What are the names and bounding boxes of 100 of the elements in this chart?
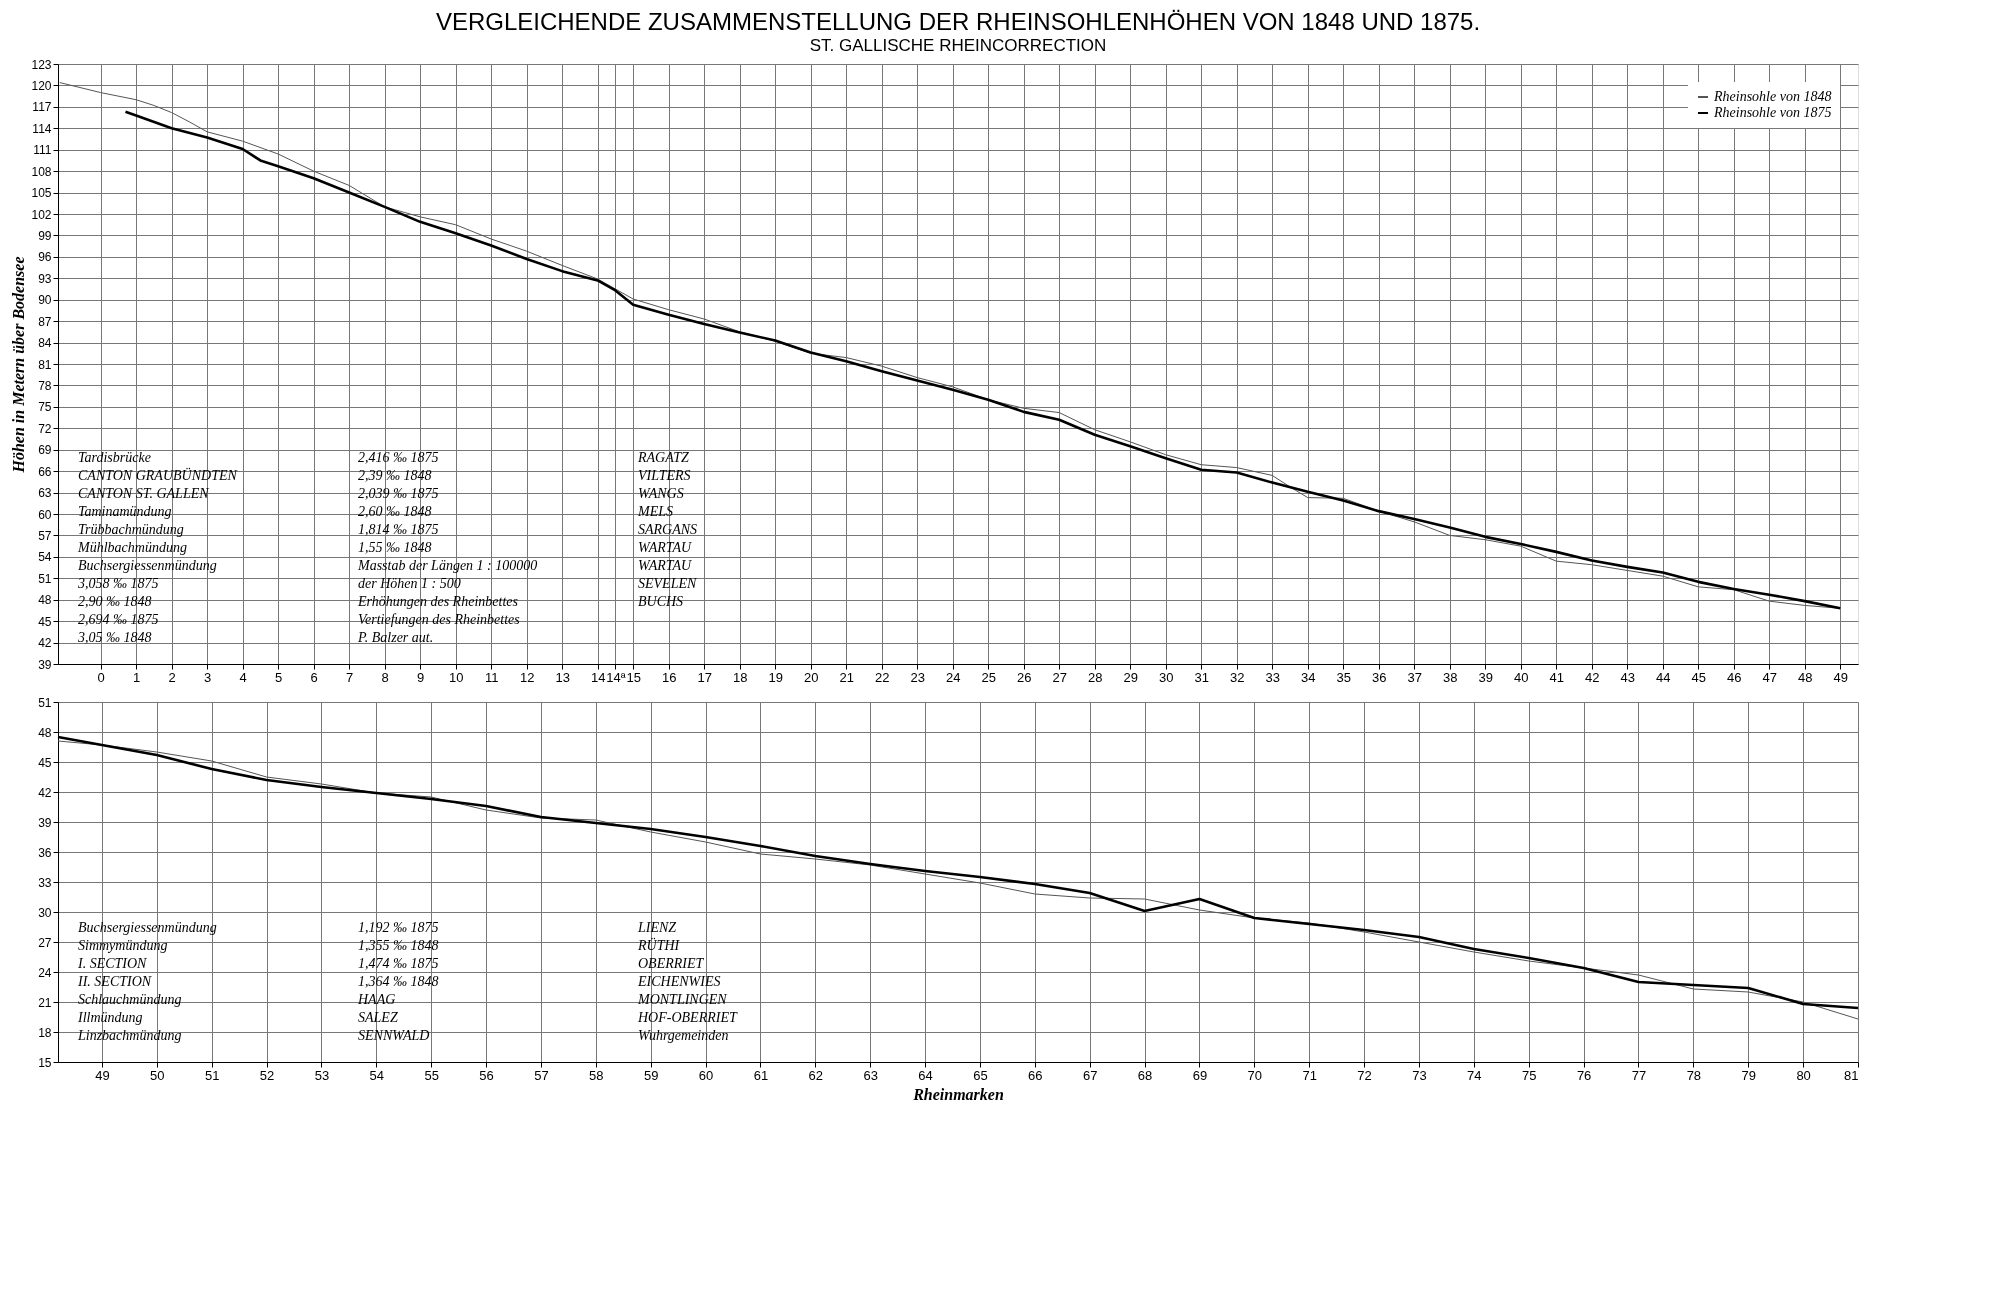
x-tick-label: 15 xyxy=(626,669,641,685)
x-tick-label: 37 xyxy=(1407,669,1422,685)
annotation: Wuhrgemeinden xyxy=(638,1028,729,1043)
x-tick-label: 75 xyxy=(1522,1067,1537,1083)
y-tick-label: 105 xyxy=(31,186,52,201)
x-tick-label: 54 xyxy=(369,1067,385,1083)
x-tick-label: 14 xyxy=(590,669,606,685)
annotation: 2,694 ‰ 1875 xyxy=(78,612,159,627)
x-tick-label: 48 xyxy=(1798,669,1813,685)
x-tick-label: 18 xyxy=(732,669,748,685)
x-tick-label: 23 xyxy=(910,669,925,685)
x-tick-label: 70 xyxy=(1247,1067,1263,1083)
x-tick-label: 61 xyxy=(753,1067,769,1083)
x-tick-label: 36 xyxy=(1371,669,1387,685)
x-tick-label: 2 xyxy=(168,669,176,685)
annotation: Simmymündung xyxy=(78,938,168,953)
annotation: SALEZ xyxy=(358,1010,398,1025)
annotation: 2,39 ‰ 1848 xyxy=(358,468,432,483)
annotation: Trübbachmündung xyxy=(78,522,184,537)
annotation: Erhöhungen des Rheinbettes xyxy=(357,594,519,609)
x-tick-label: 7 xyxy=(346,669,354,685)
x-tick-label: 76 xyxy=(1576,1067,1592,1083)
chart-subtitle: ST. GALLISCHE RHEINCORRECTION xyxy=(809,36,1107,55)
annotation: 3,058 ‰ 1875 xyxy=(77,576,159,591)
y-tick-label: 51 xyxy=(38,695,52,710)
x-tick-label: 62 xyxy=(808,1067,824,1083)
annotation: VILTERS xyxy=(638,468,691,483)
x-tick-label: 34 xyxy=(1300,669,1316,685)
x-tick-label: 8 xyxy=(381,669,389,685)
y-tick-label: 15 xyxy=(38,1055,52,1070)
x-tick-label: 6 xyxy=(310,669,318,685)
y-tick-label: 114 xyxy=(32,121,52,136)
annotation: 1,474 ‰ 1875 xyxy=(358,956,439,971)
annotation: Taminamündung xyxy=(78,504,172,519)
annotation: II. SECTION xyxy=(77,974,152,989)
annotation: 2,039 ‰ 1875 xyxy=(358,486,439,501)
x-tick-label: 46 xyxy=(1727,669,1742,685)
y-tick-label: 84 xyxy=(38,336,52,351)
y-tick-label: 42 xyxy=(38,636,52,651)
y-axis-title: Höhen in Metern über Bodensee xyxy=(10,256,28,474)
x-tick-label: 69 xyxy=(1192,1067,1208,1083)
annotation: 1,192 ‰ 1875 xyxy=(358,920,439,935)
y-tick-label: 45 xyxy=(38,614,52,629)
y-tick-label: 99 xyxy=(38,228,52,243)
annotation: Masstab der Längen 1 : 100000 xyxy=(357,558,538,573)
y-tick-label: 78 xyxy=(38,378,52,393)
x-tick-label: 51 xyxy=(204,1067,220,1083)
x-tick-label: 13 xyxy=(555,669,570,685)
x-tick-label: 11 xyxy=(484,669,499,685)
annotation: 2,90 ‰ 1848 xyxy=(78,594,152,609)
y-tick-label: 24 xyxy=(38,965,52,980)
y-tick-label: 96 xyxy=(38,250,52,265)
annotation: 1,364 ‰ 1848 xyxy=(358,974,439,989)
y-tick-label: 120 xyxy=(31,78,52,93)
x-tick-label: 16 xyxy=(661,669,677,685)
annotation: 3,05 ‰ 1848 xyxy=(77,630,152,645)
y-tick-label: 54 xyxy=(38,550,52,565)
x-tick-label: 29 xyxy=(1123,669,1138,685)
annotation: Tardisbrücke xyxy=(78,450,151,465)
x-tick-label: 47 xyxy=(1762,669,1777,685)
annotation: MELS xyxy=(637,504,673,519)
x-tick-label: 31 xyxy=(1194,669,1209,685)
x-tick-label: 79 xyxy=(1741,1067,1756,1083)
annotation: Buchsergiessenmündung xyxy=(78,558,217,573)
y-tick-label: 42 xyxy=(38,785,52,800)
annotation: SEVELEN xyxy=(638,576,697,591)
y-tick-label: 33 xyxy=(38,875,52,890)
y-tick-label: 81 xyxy=(38,357,52,372)
y-tick-label: 21 xyxy=(38,995,52,1010)
annotation: Illmündung xyxy=(77,1010,143,1025)
x-axis-title: Rheinmarken xyxy=(912,1085,1004,1103)
annotation: SARGANS xyxy=(638,522,698,537)
x-tick-label: 49 xyxy=(95,1067,110,1083)
y-tick-label: 39 xyxy=(38,657,52,672)
y-tick-label: 36 xyxy=(38,845,52,860)
annotation: BUCHS xyxy=(638,594,684,609)
x-tick-label: 42 xyxy=(1584,669,1600,685)
y-tick-label: 123 xyxy=(31,57,52,72)
x-tick-label: 55 xyxy=(424,1067,439,1083)
x-tick-label: 68 xyxy=(1137,1067,1153,1083)
x-tick-label: 3 xyxy=(204,669,212,685)
y-tick-label: 90 xyxy=(38,293,52,308)
annotation: RAGATZ xyxy=(637,450,690,465)
x-tick-label: 1 xyxy=(132,669,141,685)
x-tick-label: 14ª xyxy=(606,669,626,685)
x-tick-label: 45 xyxy=(1691,669,1706,685)
x-tick-label: 77 xyxy=(1631,1067,1647,1083)
x-tick-label: 60 xyxy=(698,1067,714,1083)
x-tick-label: 65 xyxy=(973,1067,988,1083)
x-tick-label: 38 xyxy=(1442,669,1458,685)
x-tick-label: 80 xyxy=(1796,1067,1811,1083)
y-tick-label: 93 xyxy=(38,271,52,286)
x-tick-label: 74 xyxy=(1467,1067,1482,1083)
annotation: CANTON GRAUBÜNDTEN xyxy=(78,467,238,483)
x-tick-label: 67 xyxy=(1082,1067,1098,1083)
y-tick-label: 108 xyxy=(31,164,52,179)
x-tick-label: 56 xyxy=(479,1067,494,1083)
annotation: WANGS xyxy=(638,486,684,501)
x-tick-label: 53 xyxy=(314,1067,330,1083)
annotation: RÜTHI xyxy=(637,937,681,953)
